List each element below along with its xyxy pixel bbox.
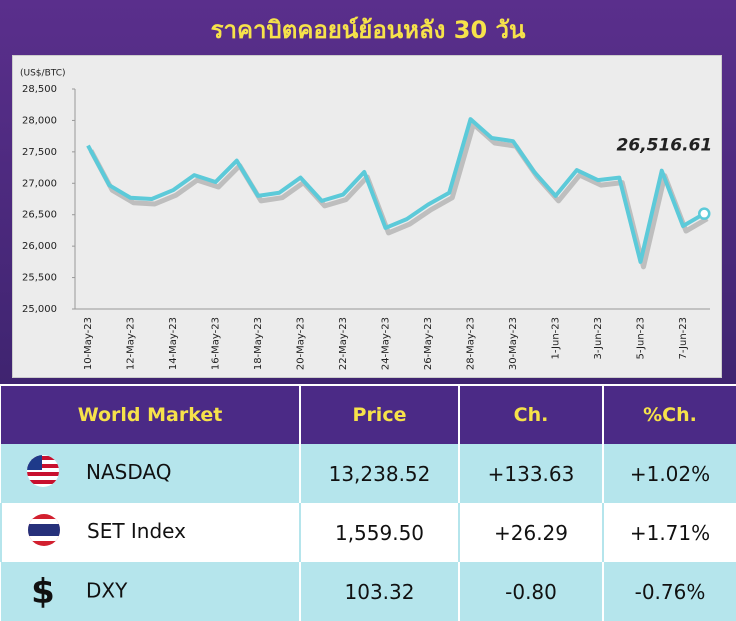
x-tick-label: 5-Jun-23	[636, 317, 647, 360]
us-flag	[20, 454, 66, 493]
x-tick-label: 30-May-23	[508, 317, 519, 370]
x-tick-label: 1-Jun-23	[551, 317, 562, 360]
header-cell: Ch.	[458, 386, 603, 444]
cell: +1.71%	[602, 503, 736, 562]
thai-flag	[21, 513, 67, 552]
y-tick-label: 28,500	[22, 84, 57, 95]
y-tick-label: 25,000	[22, 304, 57, 315]
x-tick-label: 16-May-23	[211, 317, 222, 370]
table-row: NASDAQ 13,238.52 +133.63 +1.02%	[1, 444, 736, 503]
cell: -0.80	[458, 562, 603, 621]
market-table: World Market Price Ch. %Ch. NASDAQ 13,23…	[0, 386, 736, 621]
market-name: NASDAQ	[86, 460, 172, 484]
cell: +26.29	[458, 503, 603, 562]
header-row: World Market Price Ch. %Ch.	[1, 386, 736, 444]
cell: +133.63	[458, 444, 603, 503]
x-tick-label: 18-May-23	[253, 317, 264, 370]
header-cell: %Ch.	[602, 386, 736, 444]
y-tick-label: 28,000	[22, 115, 57, 126]
x-tick-label: 3-Jun-23	[593, 317, 604, 360]
dollar-icon: $	[31, 571, 55, 612]
cell: NASDAQ	[1, 444, 300, 503]
cell: 13,238.52	[299, 444, 459, 503]
market-name: SET Index	[87, 519, 186, 543]
cell: 1,559.50	[299, 503, 459, 562]
x-tick-label: 7-Jun-23	[678, 317, 689, 360]
header-cell: World Market	[1, 386, 300, 444]
x-tick-label: 26-May-23	[423, 317, 434, 370]
cell: SET Index	[0, 503, 300, 562]
y-tick-label: 27,000	[22, 178, 57, 189]
cell: $ DXY	[1, 562, 300, 621]
annotation: 26,516.61	[617, 136, 713, 156]
x-tick-label: 12-May-23	[126, 317, 137, 370]
x-tick-label: 14-May-23	[168, 317, 179, 370]
market-name: DXY	[86, 578, 128, 602]
chart-title: ราคาบิตคอยน์ย้อนหลัง 30 วัน	[210, 16, 526, 44]
x-tick-label: 24-May-23	[381, 317, 392, 370]
x-tick-label: 20-May-23	[296, 317, 307, 370]
chart: (US$/BTC) 25,000 25,500 26,000 26,500 27,000…	[20, 69, 713, 371]
y-tick-label: 27,500	[22, 147, 57, 158]
y-tick-label: 25,500	[22, 273, 57, 284]
x-tick-label: 22-May-23	[338, 317, 349, 370]
table-row: $ DXY 103.32 -0.80 -0.76%	[1, 562, 736, 621]
y-tick-label: 26,500	[22, 210, 57, 221]
header-cell: Price	[299, 386, 459, 444]
cell: +1.02%	[602, 444, 736, 503]
y-tick-label: 26,000	[22, 241, 57, 252]
chart-panel	[12, 55, 722, 378]
last-point	[698, 207, 711, 220]
cell: 103.32	[299, 562, 459, 621]
table-row: SET Index 1,559.50 +26.29 +1.71%	[0, 503, 736, 562]
line	[86, 117, 706, 264]
line-shadow	[88, 121, 709, 270]
y-axis-label: (US$/BTC)	[20, 69, 66, 79]
cell: -0.76%	[602, 562, 736, 621]
x-tick-label: 10-May-23	[83, 317, 94, 370]
x-tick-label: 28-May-23	[466, 317, 477, 370]
